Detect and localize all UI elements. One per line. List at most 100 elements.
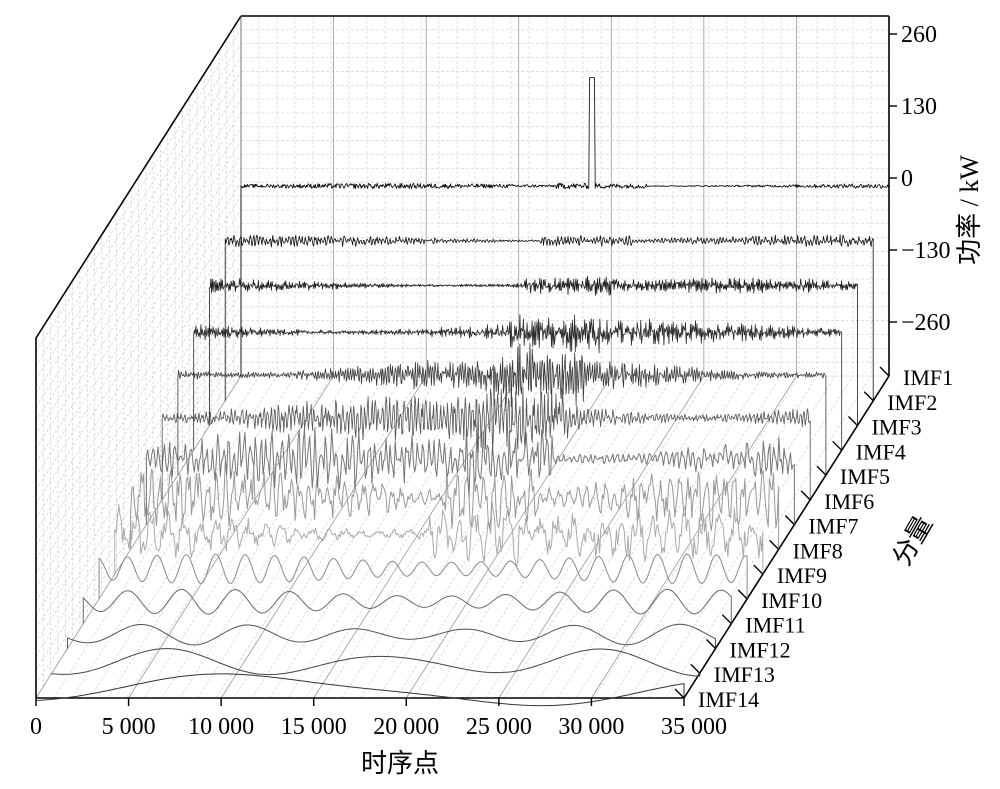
- series-line-imf6: [161, 386, 811, 500]
- category-label: IMF13: [714, 662, 775, 687]
- category-label: IMF11: [745, 613, 805, 638]
- category-tick-mark: [879, 366, 890, 377]
- z-tick-label: 130: [901, 94, 937, 120]
- grid-line: [647, 375, 854, 699]
- grid-line: [35, 375, 242, 699]
- grid-line: [35, 168, 242, 491]
- category-label: IMF10: [761, 588, 822, 613]
- grid-line: [431, 375, 638, 699]
- category-tick-mark: [800, 490, 811, 501]
- grid-line: [125, 375, 332, 699]
- x-tick-label: 15 000: [281, 714, 347, 740]
- grid-line: [485, 375, 692, 699]
- series-line-imf8: [130, 461, 780, 550]
- grid-line: [35, 154, 242, 477]
- category-label: IMF12: [730, 637, 791, 662]
- category-label: IMF5: [840, 464, 890, 489]
- category-label: IMF4: [856, 439, 906, 464]
- grid-line: [35, 348, 242, 671]
- category-tick-mark: [832, 440, 843, 451]
- grid-line: [405, 375, 612, 699]
- category-tick-mark: [784, 515, 795, 526]
- grid-line: [35, 71, 242, 394]
- series-line-imf2: [224, 234, 874, 401]
- grid-line: [35, 278, 242, 602]
- grid-line: [35, 361, 242, 685]
- x-tick-label: 25 000: [466, 714, 532, 740]
- grid-line: [341, 375, 548, 699]
- grid-line: [161, 375, 368, 699]
- x-tick-label: 35 000: [661, 714, 727, 740]
- grid-line: [498, 375, 705, 699]
- grid-line: [35, 292, 242, 616]
- series-line-imf1: [240, 77, 890, 376]
- grid-line: [413, 375, 620, 699]
- x-tick-label: 5 000: [102, 714, 156, 740]
- category-tick-mark: [690, 663, 701, 674]
- z-tick-label: −130: [901, 238, 951, 264]
- grid-line: [35, 85, 242, 408]
- series-line-imf12: [67, 623, 716, 649]
- grid-line: [35, 181, 242, 505]
- grid-line: [220, 375, 427, 699]
- series-line-imf4: [193, 314, 843, 451]
- series-line-imf13: [51, 648, 701, 677]
- category-tick-mark: [721, 614, 732, 625]
- grid-line: [269, 375, 476, 699]
- grid-line: [35, 265, 242, 588]
- x-axis-title: 时序点: [361, 749, 439, 778]
- grid-line: [593, 375, 800, 699]
- category-tick-mark: [863, 391, 874, 402]
- category-label: IMF1: [903, 365, 953, 390]
- axes-frame: [35, 15, 890, 699]
- category-tick-mark: [769, 539, 780, 550]
- grid-line: [503, 375, 710, 699]
- grid-line: [35, 251, 242, 574]
- category-tick-mark: [847, 416, 858, 427]
- series-line-imf3: [209, 275, 858, 426]
- grid-line: [305, 375, 512, 699]
- grid-line: [629, 375, 836, 699]
- grid-line: [359, 375, 566, 699]
- left-top-edge: [35, 15, 242, 339]
- grid-line: [35, 140, 242, 463]
- series-line-imf5: [177, 343, 827, 476]
- grid-line: [35, 209, 242, 533]
- series-layer: [35, 77, 890, 707]
- series-line-imf14: [35, 673, 685, 707]
- category-label: IMF14: [698, 687, 759, 712]
- z-axis-title: 功率 / kW: [955, 155, 984, 265]
- category-tick-mark: [737, 589, 748, 600]
- grid-line: [35, 112, 242, 436]
- tick-layer: 0 5 000 10 000 15 000 20 000 25 000 30 000 35 0…: [30, 22, 953, 740]
- grid-line: [323, 375, 530, 699]
- series-line-imf9: [114, 501, 764, 575]
- grid-line: [35, 29, 242, 353]
- grid-line: [35, 57, 242, 380]
- grid-line: [197, 375, 404, 699]
- x-tick-label: 20 000: [373, 714, 439, 740]
- grid-line: [35, 98, 242, 422]
- series-line-imf7: [145, 423, 795, 525]
- grid-line: [179, 375, 386, 699]
- grid-line: [71, 375, 278, 699]
- z-tick-label: 0: [901, 166, 913, 192]
- grid-line: [35, 126, 242, 449]
- category-tick-mark: [753, 564, 764, 575]
- grid-line: [35, 320, 242, 643]
- x-tick-label: 30 000: [558, 714, 624, 740]
- category-tick-mark: [674, 688, 685, 699]
- category-label: IMF9: [777, 563, 827, 588]
- series-line-imf10: [98, 553, 748, 599]
- x-tick-label: 10 000: [188, 714, 254, 740]
- grid-line: [665, 375, 872, 699]
- z-tick-label: 260: [901, 22, 937, 48]
- category-axis-title: 分量: [887, 511, 938, 571]
- grid-line: [395, 375, 602, 699]
- category-label: IMF7: [808, 514, 858, 539]
- grid-line: [35, 43, 242, 366]
- grid-line: [35, 237, 242, 560]
- grid-line: [287, 375, 494, 699]
